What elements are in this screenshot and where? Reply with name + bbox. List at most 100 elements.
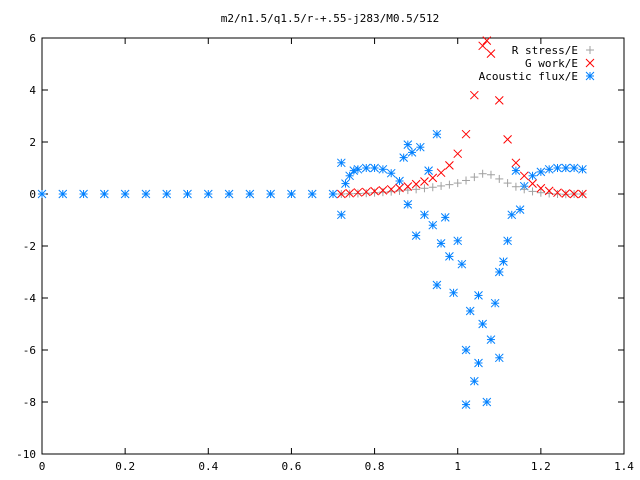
data-point	[519, 171, 529, 181]
y-tick-label: -4	[23, 292, 37, 305]
data-point	[578, 164, 587, 174]
data-point	[445, 252, 454, 261]
data-point	[403, 140, 413, 149]
data-point	[511, 158, 521, 168]
data-point	[428, 220, 438, 230]
data-point	[453, 179, 462, 188]
data-point	[436, 239, 446, 248]
y-tick-label: 2	[29, 136, 36, 149]
data-point	[449, 288, 458, 298]
data-point	[478, 41, 488, 51]
data-point	[469, 376, 479, 386]
y-tick-label: 0	[29, 188, 36, 201]
data-point	[544, 186, 554, 196]
data-point	[462, 176, 471, 185]
data-point	[470, 173, 479, 182]
data-point	[361, 163, 371, 173]
x-tick-label: 0.8	[365, 460, 385, 473]
x-tick-label: 0.4	[198, 460, 218, 473]
data-point	[486, 335, 496, 344]
data-point	[432, 129, 442, 139]
data-point	[503, 179, 512, 188]
data-point	[412, 185, 421, 194]
legend-label: R stress/E	[512, 44, 578, 57]
data-point	[120, 189, 130, 199]
data-point	[578, 189, 587, 199]
data-point	[378, 164, 388, 174]
y-tick-label: 4	[29, 84, 36, 97]
data-point	[224, 189, 234, 199]
legend-label: Acoustic flux/E	[479, 70, 578, 83]
data-point	[345, 171, 354, 181]
data-point	[457, 259, 467, 269]
data-point	[353, 164, 363, 174]
data-point	[494, 353, 504, 363]
data-point	[486, 49, 496, 58]
data-point	[453, 236, 463, 246]
data-point	[336, 189, 346, 199]
data-point	[266, 189, 275, 199]
series-acoustic-flux-e	[37, 129, 587, 409]
data-point	[328, 189, 338, 199]
data-point	[553, 163, 562, 173]
data-point	[490, 298, 500, 308]
data-point	[287, 189, 296, 199]
x-tick-label: 0.2	[115, 460, 135, 473]
x-tick-label: 1.2	[531, 460, 551, 473]
data-point	[507, 210, 517, 220]
data-point	[428, 173, 438, 183]
data-point	[432, 280, 442, 290]
data-point	[245, 189, 255, 199]
data-point	[141, 189, 151, 199]
data-point	[403, 186, 412, 195]
data-point	[461, 400, 471, 409]
data-point	[411, 231, 421, 240]
data-point	[561, 163, 571, 173]
data-point	[403, 182, 413, 191]
data-point	[353, 189, 362, 198]
data-point	[361, 187, 371, 197]
data-point	[515, 205, 525, 214]
data-point	[536, 183, 546, 193]
data-point	[494, 267, 504, 277]
data-point	[528, 187, 537, 196]
data-point	[370, 186, 379, 196]
data-point	[307, 189, 317, 199]
x-tick-label: 1	[454, 460, 461, 473]
data-point	[420, 184, 429, 193]
data-point	[341, 179, 350, 188]
data-point	[461, 129, 471, 139]
legend-marker	[585, 58, 595, 68]
data-point	[203, 189, 213, 199]
data-point	[37, 189, 47, 199]
data-point	[569, 189, 579, 199]
data-point	[486, 170, 495, 179]
x-tick-label: 1.4	[614, 460, 634, 473]
data-point	[494, 96, 504, 105]
y-tick-label: -2	[23, 240, 36, 253]
data-point	[407, 148, 417, 157]
data-point	[386, 184, 396, 194]
data-point	[561, 190, 570, 199]
data-point	[482, 397, 492, 407]
data-point	[478, 169, 487, 178]
data-point	[420, 177, 429, 186]
data-point	[569, 163, 579, 173]
data-point	[370, 188, 379, 197]
data-point	[336, 158, 346, 168]
data-point	[378, 188, 387, 197]
data-point	[474, 358, 483, 368]
chart-title: m2/n1.5/q1.5/r-+.55-j283/M0.5/512	[221, 12, 440, 25]
data-point	[395, 183, 404, 193]
data-point	[420, 210, 429, 220]
data-point	[495, 174, 504, 183]
data-series	[37, 36, 587, 409]
data-point	[386, 168, 396, 178]
data-point	[411, 179, 421, 189]
y-tick-label: -8	[23, 396, 36, 409]
data-point	[58, 189, 68, 199]
data-point	[536, 167, 546, 177]
